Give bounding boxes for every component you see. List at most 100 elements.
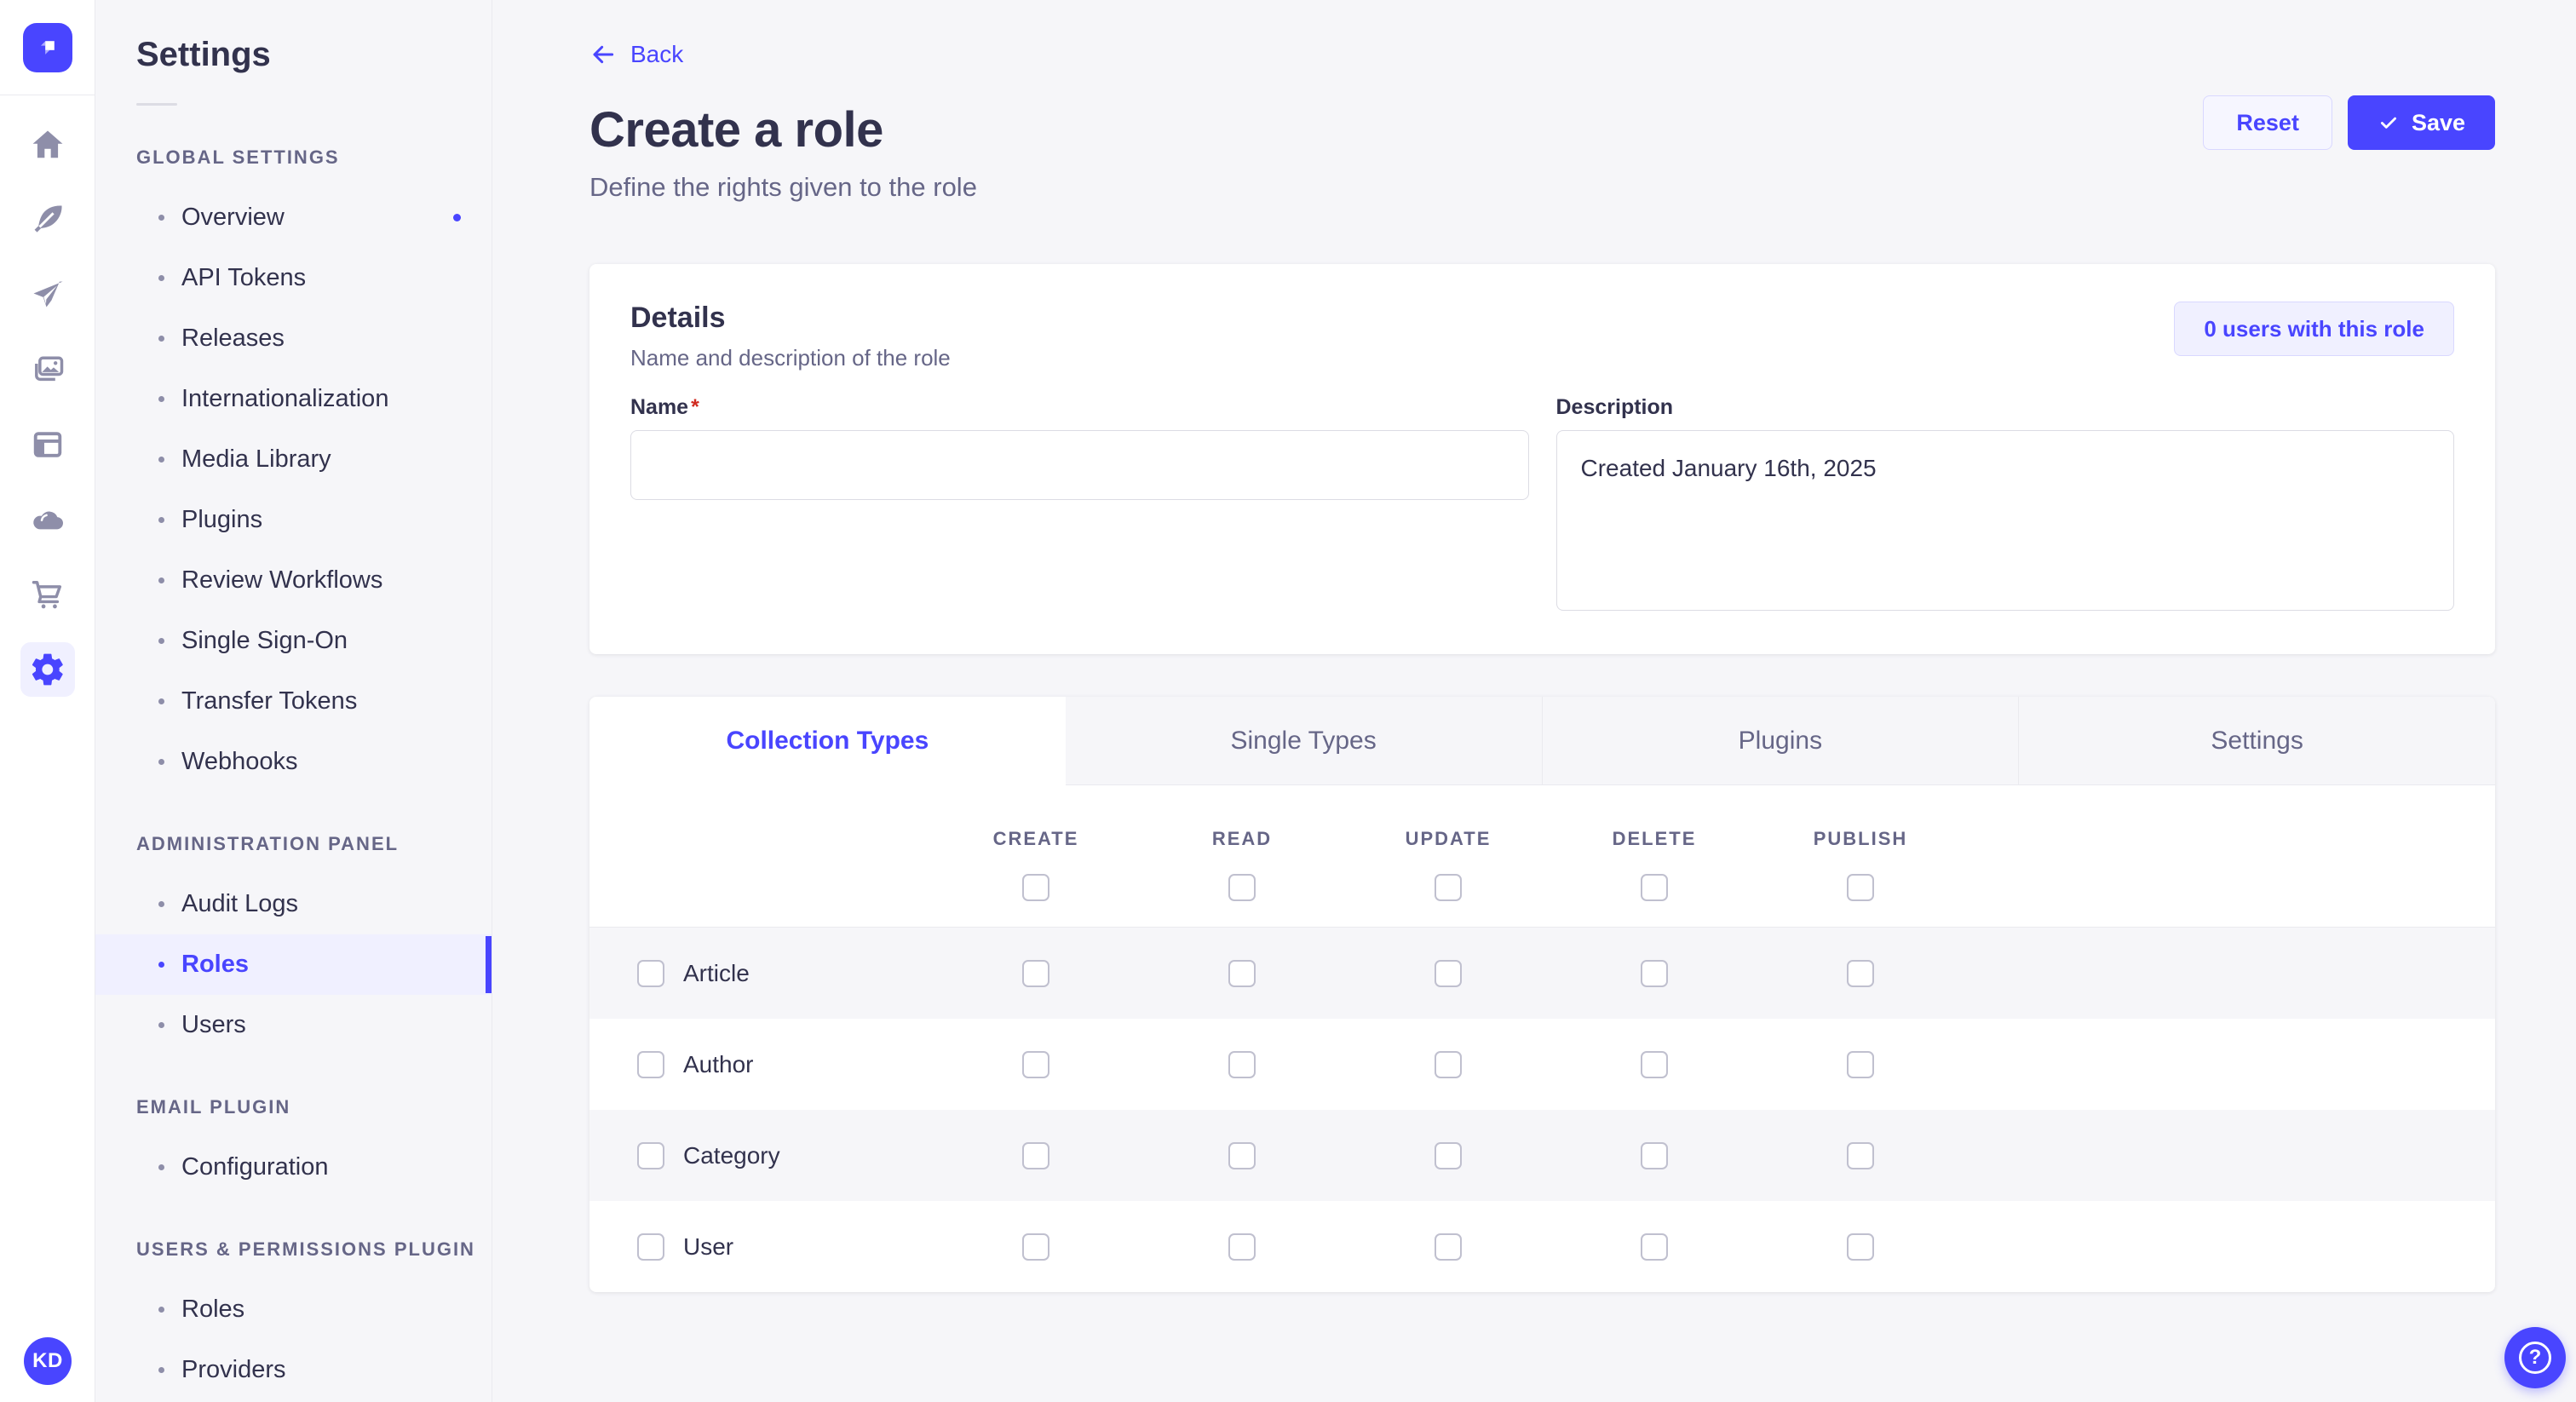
sidebar-item-transfer-tokens[interactable]: Transfer Tokens	[95, 671, 492, 732]
sidebar-item-up-roles[interactable]: Roles	[95, 1279, 492, 1340]
sidebar-item-audit-logs[interactable]: Audit Logs	[95, 874, 492, 934]
bullet-icon	[158, 336, 164, 342]
users-with-role-button[interactable]: 0 users with this role	[2174, 302, 2454, 356]
sidebar-item-users[interactable]: Users	[95, 995, 492, 1055]
home-icon[interactable]	[20, 118, 75, 172]
details-subheading: Name and description of the role	[630, 345, 951, 371]
sidebar-item-internationalization[interactable]: Internationalization	[95, 369, 492, 429]
author-update-checkbox[interactable]	[1435, 1050, 1462, 1078]
sidebar-item-label: Configuration	[181, 1153, 329, 1181]
section-label: ADMINISTRATION PANEL	[136, 833, 400, 854]
sidebar-item-review-workflows[interactable]: Review Workflows	[95, 550, 492, 611]
column-header-read: READ	[1211, 828, 1273, 849]
gear-icon[interactable]	[20, 642, 75, 697]
author-publish-checkbox[interactable]	[1847, 1050, 1874, 1078]
select-all-read-checkbox[interactable]	[1228, 874, 1256, 901]
sidebar-item-releases[interactable]: Releases	[95, 308, 492, 369]
bullet-icon	[158, 698, 164, 704]
column-header-delete: DELETE	[1612, 828, 1697, 849]
article-delete-checkbox[interactable]	[1641, 959, 1668, 987]
cloud-icon[interactable]	[20, 492, 75, 547]
description-textarea[interactable]: Created January 16th, 2025	[1555, 430, 2454, 611]
select-all-update-checkbox[interactable]	[1435, 874, 1462, 901]
sidebar-item-label: Roles	[181, 1296, 245, 1323]
category-create-checkbox[interactable]	[1022, 1141, 1049, 1169]
sidebar-item-single-sign-on[interactable]: Single Sign-On	[95, 611, 492, 671]
sidebar-item-providers[interactable]: Providers	[95, 1340, 492, 1400]
category-read-checkbox[interactable]	[1228, 1141, 1256, 1169]
bullet-icon	[158, 1022, 164, 1028]
description-label: Description	[1555, 395, 1674, 419]
layout-icon[interactable]	[20, 417, 75, 472]
article-publish-checkbox[interactable]	[1847, 959, 1874, 987]
images-icon[interactable]	[20, 342, 75, 397]
article-update-checkbox[interactable]	[1435, 959, 1462, 987]
select-all-publish-checkbox[interactable]	[1847, 874, 1874, 901]
strapi-logo[interactable]	[22, 22, 72, 72]
back-label: Back	[630, 41, 684, 67]
strapi-logo-icon	[40, 40, 55, 55]
sidebar-item-webhooks[interactable]: Webhooks	[95, 732, 492, 792]
user-create-checkbox[interactable]	[1022, 1232, 1049, 1261]
row-select-checkbox[interactable]	[637, 1050, 664, 1078]
details-fields: Name * Description Created January 16th, …	[630, 395, 2454, 615]
sidebar-item-overview[interactable]: Overview	[95, 187, 492, 248]
category-publish-checkbox[interactable]	[1847, 1141, 1874, 1169]
icon-rail: KD	[0, 0, 95, 1402]
row-select-checkbox[interactable]	[637, 1141, 664, 1169]
tab-plugins[interactable]: Plugins	[1541, 697, 2019, 785]
category-delete-checkbox[interactable]	[1641, 1141, 1668, 1169]
author-create-checkbox[interactable]	[1022, 1050, 1049, 1078]
cart-icon[interactable]	[20, 567, 75, 622]
save-button[interactable]: Save	[2347, 95, 2495, 150]
sidebar-title: Settings	[136, 36, 271, 73]
user-publish-checkbox[interactable]	[1847, 1232, 1874, 1261]
reset-button[interactable]: Reset	[2203, 95, 2332, 150]
save-label: Save	[2411, 109, 2465, 135]
category-update-checkbox[interactable]	[1435, 1141, 1462, 1169]
select-all-row	[933, 874, 2495, 901]
notification-dot	[453, 214, 461, 221]
row-select-checkbox[interactable]	[637, 1232, 664, 1261]
feather-icon[interactable]	[20, 192, 75, 247]
sidebar-item-label: Audit Logs	[181, 890, 299, 917]
sidebar-item-roles[interactable]: Roles	[95, 934, 492, 995]
user-update-checkbox[interactable]	[1435, 1232, 1462, 1261]
sidebar-item-api-tokens[interactable]: API Tokens	[95, 248, 492, 308]
article-create-checkbox[interactable]	[1022, 959, 1049, 987]
sidebar-item-media-library[interactable]: Media Library	[95, 429, 492, 490]
header-actions: Reset Save	[2203, 95, 2495, 150]
author-delete-checkbox[interactable]	[1641, 1050, 1668, 1078]
user-delete-checkbox[interactable]	[1641, 1232, 1668, 1261]
section-email-plugin: EMAIL PLUGIN Configuration	[95, 1077, 492, 1198]
user-read-checkbox[interactable]	[1228, 1232, 1256, 1261]
bullet-icon	[158, 1367, 164, 1373]
author-read-checkbox[interactable]	[1228, 1050, 1256, 1078]
sidebar-item-label: Providers	[181, 1356, 286, 1383]
paper-plane-icon[interactable]	[20, 267, 75, 322]
sidebar-item-plugins[interactable]: Plugins	[95, 490, 492, 550]
sidebar-item-label: Review Workflows	[181, 566, 383, 594]
section-users-permissions-plugin: USERS & PERMISSIONS PLUGIN Roles Provide…	[95, 1220, 492, 1400]
sidebar-item-label: Media Library	[181, 445, 331, 473]
bullet-icon	[158, 215, 164, 221]
user-avatar[interactable]: KD	[24, 1337, 72, 1385]
row-label: Category	[683, 1141, 780, 1169]
tab-settings[interactable]: Settings	[2018, 697, 2495, 785]
row-select-checkbox[interactable]	[637, 959, 664, 987]
section-label: EMAIL PLUGIN	[136, 1096, 291, 1118]
sidebar-item-label: Internationalization	[181, 385, 389, 412]
back-link[interactable]: Back	[589, 41, 683, 68]
article-read-checkbox[interactable]	[1228, 959, 1256, 987]
select-all-delete-checkbox[interactable]	[1641, 874, 1668, 901]
name-input[interactable]	[630, 430, 1529, 500]
page-subtitle: Define the rights given to the role	[589, 172, 977, 202]
sidebar-item-label: Users	[181, 1011, 246, 1038]
settings-sidebar: Settings GLOBAL SETTINGS Overview API To…	[95, 0, 492, 1402]
tab-collection-types[interactable]: Collection Types	[589, 697, 1066, 785]
tab-single-types[interactable]: Single Types	[1065, 697, 1542, 785]
bullet-icon	[158, 901, 164, 907]
sidebar-item-configuration[interactable]: Configuration	[95, 1137, 492, 1198]
select-all-create-checkbox[interactable]	[1022, 874, 1049, 901]
help-button[interactable]: ?	[2504, 1327, 2566, 1388]
